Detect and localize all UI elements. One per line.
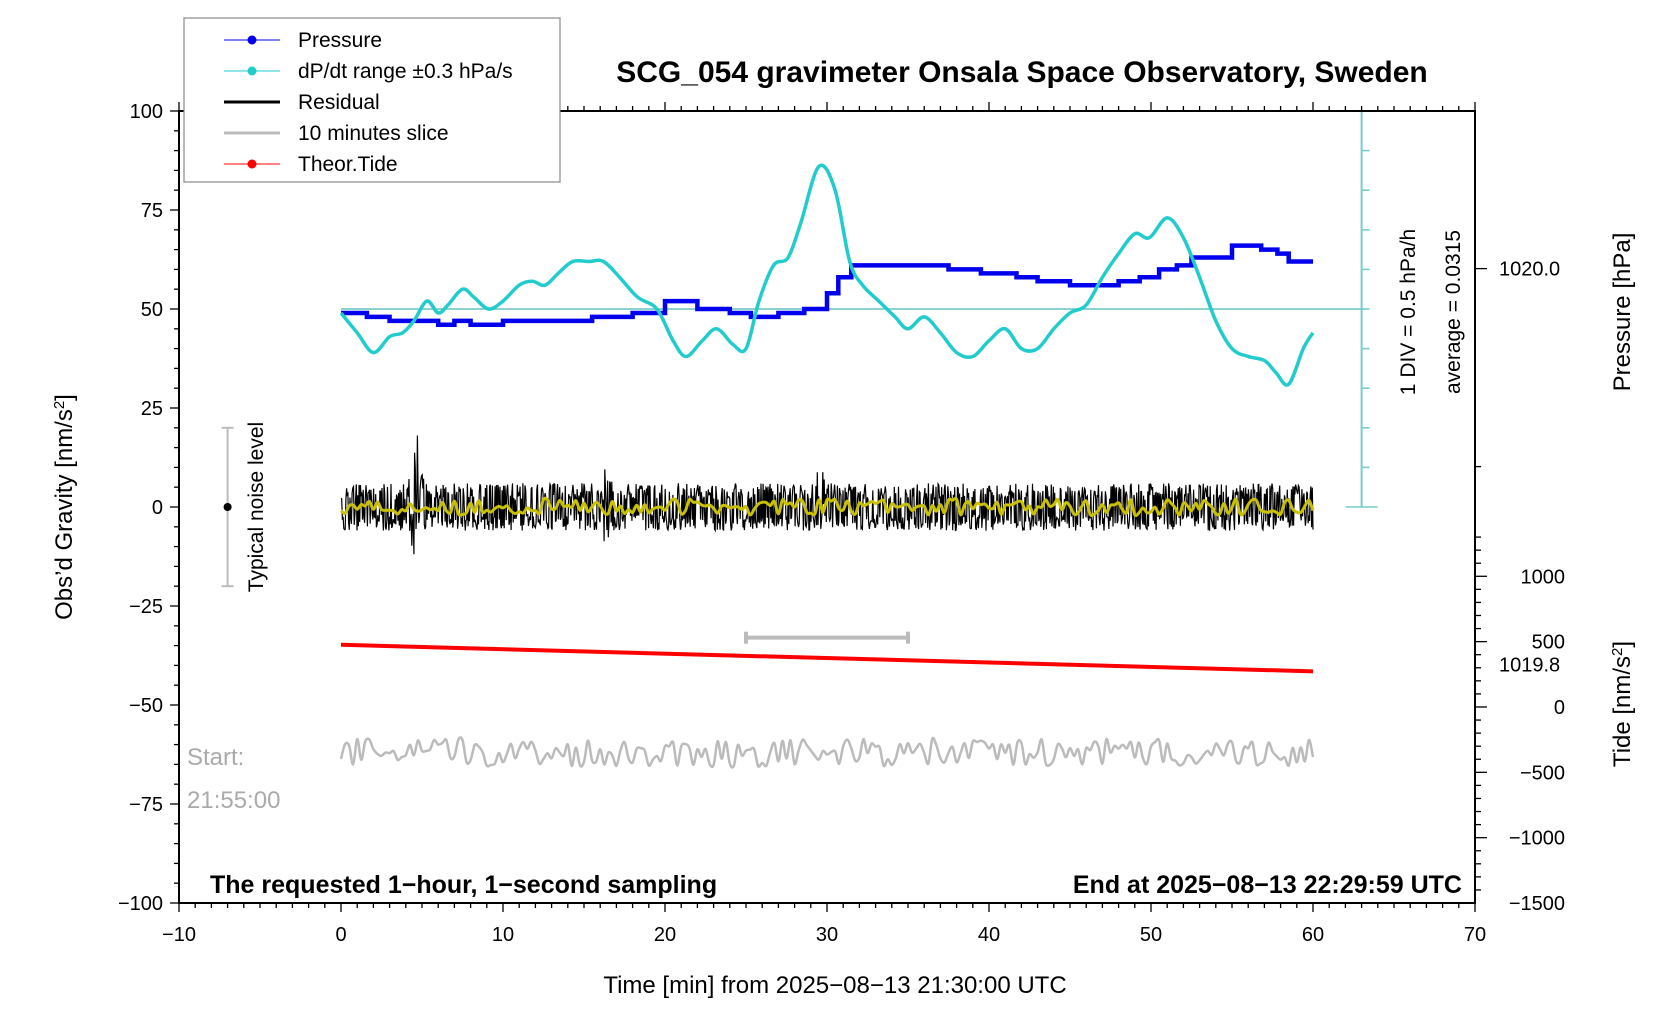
tide-tick-label: 0 <box>1554 697 1565 719</box>
x-tick-label: 50 <box>1140 924 1162 946</box>
legend-swatch-dot <box>247 66 257 76</box>
legend-entry: Residual <box>224 91 380 114</box>
x-tick-label: 30 <box>816 924 838 946</box>
y-tick-label: −50 <box>129 695 163 717</box>
series-theor-tide <box>340 642 1314 674</box>
pressure-tick-label: 1020.0 <box>1499 259 1560 281</box>
tide-tick-label: 1000 <box>1521 566 1566 588</box>
y-axis-title-text: Obs’d Gravity [nm/s <box>51 409 78 620</box>
noise-level-label: Typical noise level <box>245 422 268 592</box>
x-tick-label: 20 <box>654 924 676 946</box>
series-dp-dt-range-0-3-hpa-s <box>339 163 1315 387</box>
series-residual-smoothed <box>340 496 1315 518</box>
legend-box <box>183 17 561 183</box>
x-axis-title: Time [min] from 2025−08−13 21:30:00 UTC <box>603 972 1066 999</box>
x-tick-label: 70 <box>1464 924 1486 946</box>
y-tick-label: 50 <box>141 299 163 321</box>
start-time: 21:55:00 <box>187 787 280 814</box>
y-axis-title-end: ] <box>51 394 78 401</box>
pressure-axis-title: Pressure [hPa] <box>1609 233 1636 392</box>
end-time-annotation: End at 2025−08−13 22:29:59 UTC <box>1073 871 1462 899</box>
tide-tick-label: −1500 <box>1509 893 1565 915</box>
legend-label: Pressure <box>298 29 382 52</box>
legend-entry: dP/dt range ±0.3 hPa/s <box>224 60 513 83</box>
legend-label: Residual <box>298 91 380 114</box>
legend-label: Theor.Tide <box>298 153 398 176</box>
ticks-layer: −10 0 10 20 30 40 50 60 701007550250−25−50−75−10… <box>118 101 1566 946</box>
x-tick-label: 10 <box>492 924 514 946</box>
legend-swatch-dot <box>247 159 257 169</box>
y-tick-label: −25 <box>129 596 163 618</box>
legend: Pressure dP/dt range ±0.3 hPa/s Residual 10… <box>183 17 561 183</box>
series-layer <box>221 110 1378 769</box>
start-label: Start: <box>187 744 244 771</box>
tide-tick-label: −500 <box>1520 762 1565 784</box>
noise-level-dot <box>223 503 232 511</box>
chart-title: SCG_054 gravimeter Onsala Space Observat… <box>616 56 1428 89</box>
x-tick-label: 0 <box>335 924 346 946</box>
y-tick-label: −100 <box>118 893 163 915</box>
series-pressure <box>341 243 1313 328</box>
y-tick-label: 75 <box>141 200 163 222</box>
legend-entry: Theor.Tide <box>224 153 398 176</box>
y-axis-title-sup: 2 <box>51 401 68 409</box>
tide-axis-title: Tide [nm/s2] <box>1609 641 1637 767</box>
y-axis-title-left: Obs’d Gravity [nm/s2] <box>51 394 79 620</box>
y-tick-label: −75 <box>129 794 163 816</box>
x-tick-label: −10 <box>162 924 196 946</box>
series-10-minutes-slice <box>339 736 1315 769</box>
series-residual <box>340 435 1314 555</box>
legend-entry: Pressure <box>224 29 382 52</box>
tide-axis-title-sup: 2 <box>1609 648 1626 656</box>
legend-label: 10 minutes slice <box>298 122 449 145</box>
sampling-annotation: The requested 1−hour, 1−second sampling <box>210 871 717 899</box>
div-scale-label: 1 DIV = 0.5 hPa/h <box>1397 229 1420 395</box>
average-label: average = 0.0315 <box>1442 230 1465 394</box>
tide-tick-label: −1000 <box>1509 828 1565 850</box>
y-tick-label: 25 <box>141 398 163 420</box>
legend-entry: 10 minutes slice <box>224 122 449 145</box>
y-tick-label: 0 <box>152 497 163 519</box>
x-tick-label: 40 <box>978 924 1000 946</box>
pressure-tick-label: 1019.8 <box>1499 655 1560 677</box>
tide-axis-title-end: ] <box>1609 641 1636 648</box>
legend-swatch-dot <box>247 35 257 45</box>
legend-label: dP/dt range ±0.3 hPa/s <box>298 60 513 83</box>
tide-axis-title-text: Tide [nm/s <box>1609 656 1636 767</box>
tide-tick-label: 500 <box>1532 632 1565 654</box>
y-tick-label: 100 <box>130 101 163 123</box>
x-tick-label: 60 <box>1302 924 1324 946</box>
